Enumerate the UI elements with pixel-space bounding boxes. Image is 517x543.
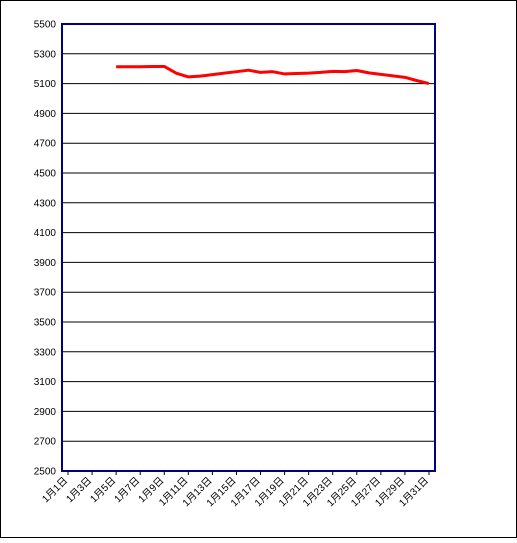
plot-area — [62, 24, 435, 471]
y-tick-label: 3100 — [34, 377, 57, 388]
data-line — [116, 64, 430, 86]
y-tick-label: 2900 — [34, 407, 57, 418]
y-tick-label: 5300 — [34, 49, 57, 60]
y-tick-label: 4300 — [34, 198, 57, 209]
y-tick-label: 5100 — [34, 79, 57, 90]
y-tick-label: 4700 — [34, 139, 57, 150]
y-tick-label: 2700 — [34, 437, 57, 448]
plot-border — [61, 23, 436, 472]
y-tick-label: 3700 — [34, 288, 57, 299]
y-tick-label: 2500 — [34, 467, 57, 478]
y-tick-label: 3900 — [34, 258, 57, 269]
y-tick-label: 5500 — [34, 20, 57, 31]
y-tick-label: 4900 — [34, 109, 57, 120]
y-tick-label: 4500 — [34, 169, 57, 180]
y-tick-label: 3500 — [34, 318, 57, 329]
y-tick-label: 4100 — [34, 228, 57, 239]
y-tick-label: 3300 — [34, 347, 57, 358]
